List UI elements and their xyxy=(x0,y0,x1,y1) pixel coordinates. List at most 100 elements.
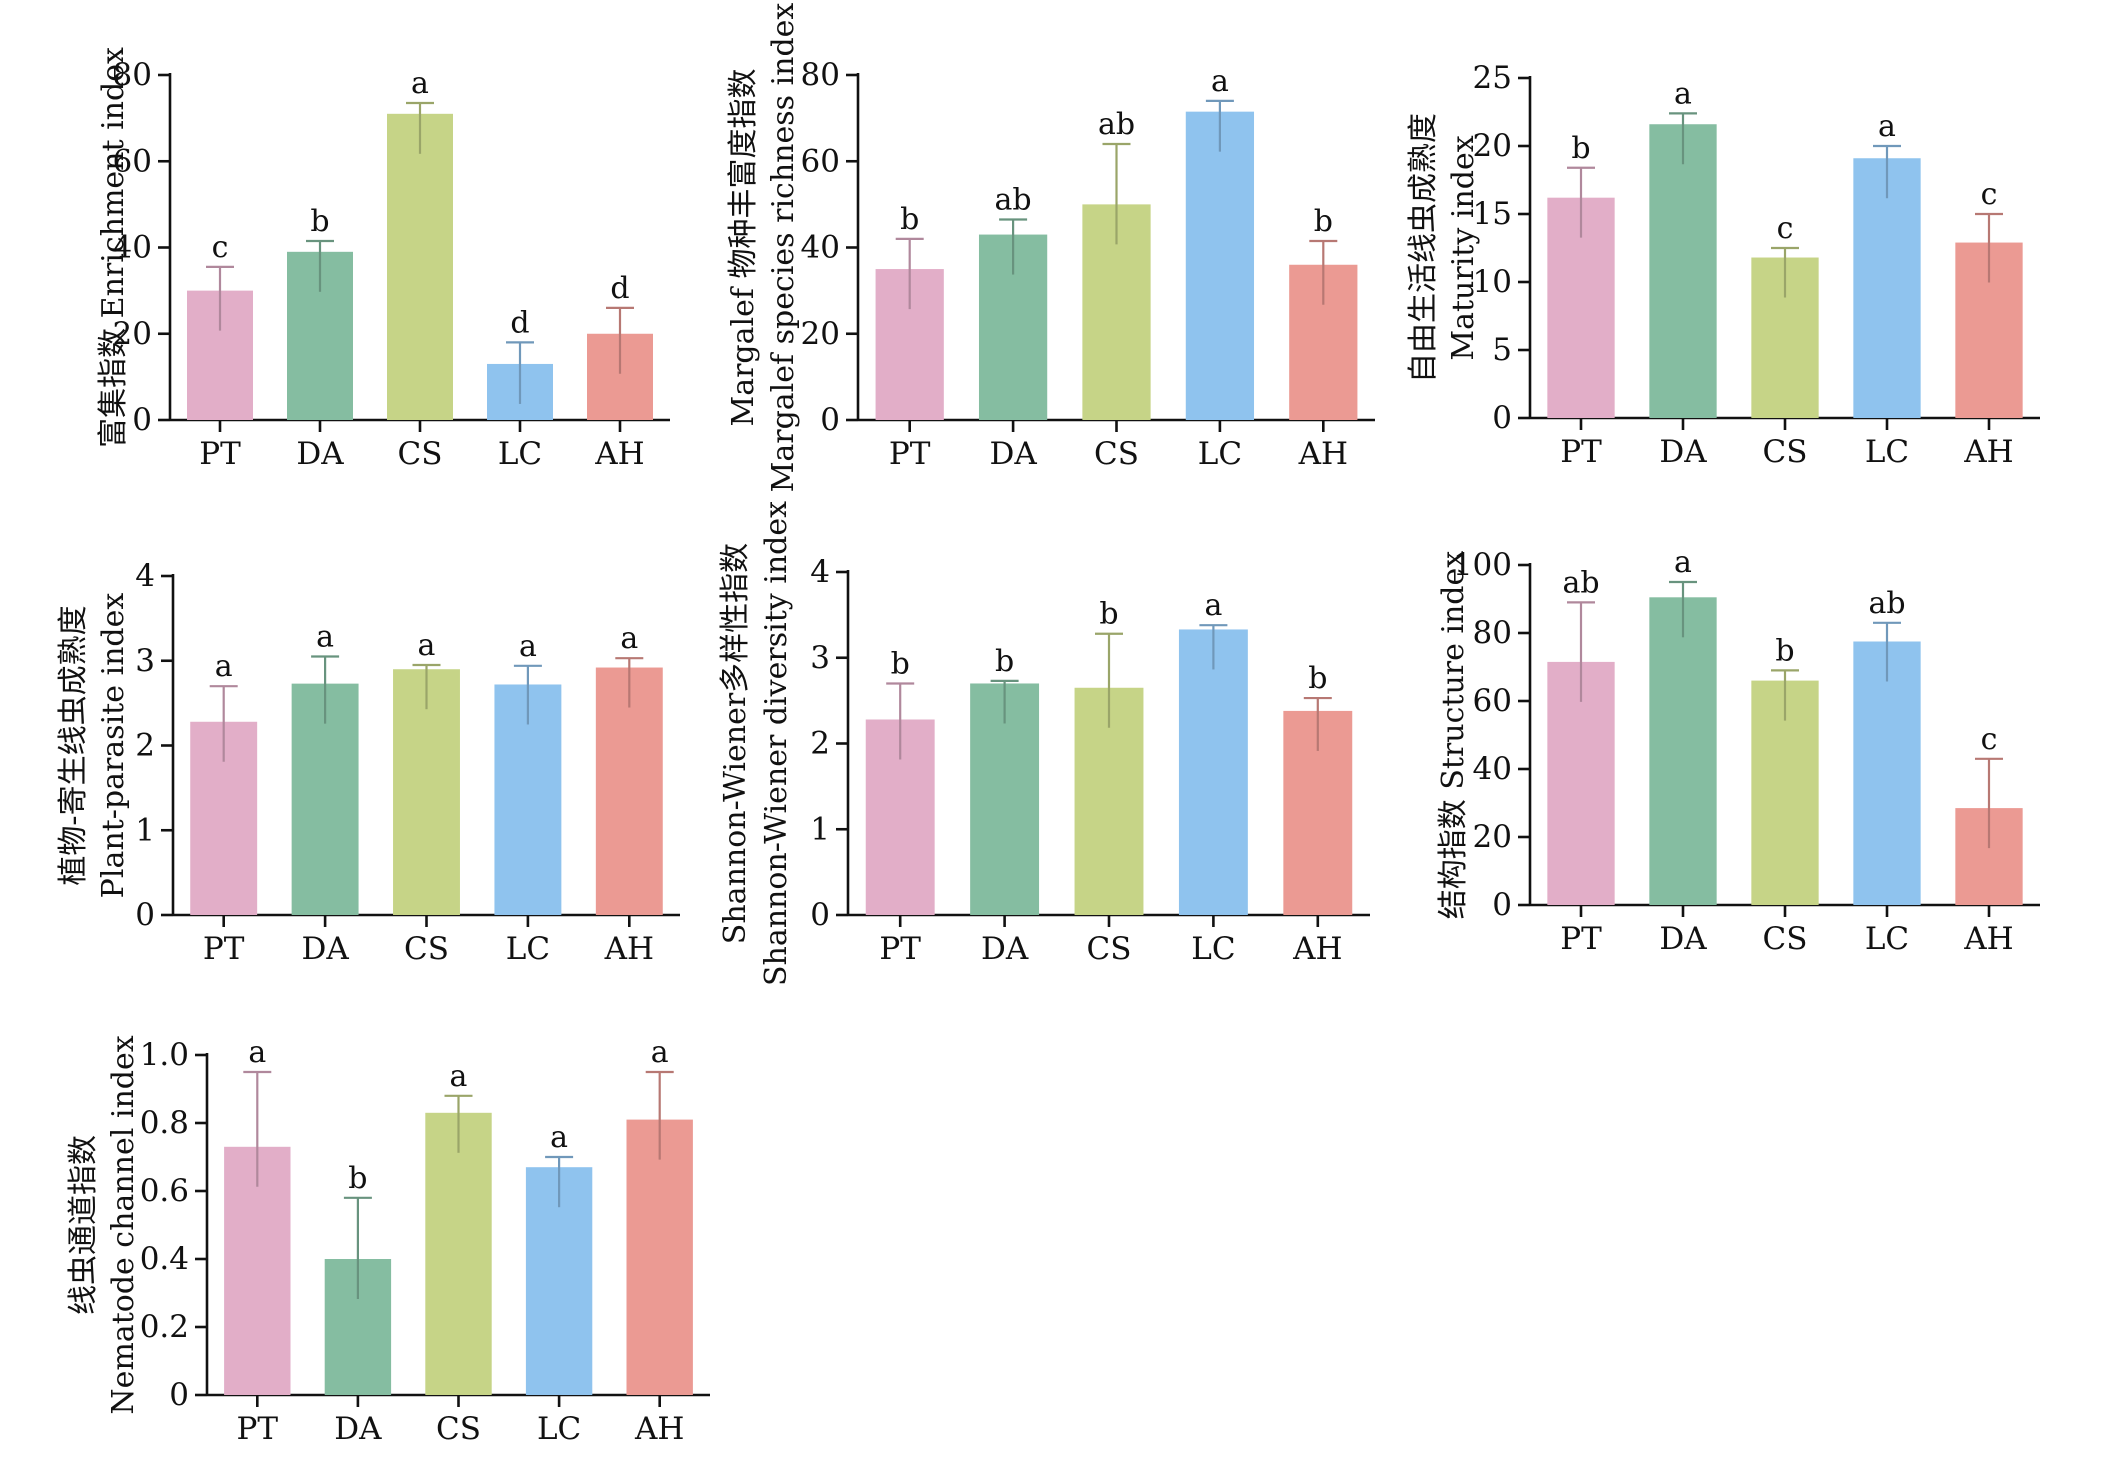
x-tick-label: AH xyxy=(1963,921,2013,957)
x-tick-label: PT xyxy=(889,436,931,472)
significance-label: a xyxy=(550,1120,568,1155)
y-tick-label: 1 xyxy=(135,812,155,848)
significance-label: d xyxy=(510,305,529,340)
significance-label: a xyxy=(248,1035,266,1070)
y-axis-title: 线虫通道指数 xyxy=(66,1135,101,1315)
y-tick-label: 25 xyxy=(1473,60,1512,96)
x-tick-label: DA xyxy=(981,931,1029,967)
y-axis-title: 植物-寄生线虫成熟度 xyxy=(56,605,91,885)
bar-lc xyxy=(1853,158,1921,419)
bar-ah xyxy=(595,667,663,915)
significance-label: a xyxy=(316,620,334,655)
y-tick-label: 80 xyxy=(1473,615,1512,651)
chart-panel-5: Shannon-Wiener多样性指数 Shannon-Wiener divers… xyxy=(718,501,1370,986)
significance-label: b xyxy=(900,202,919,237)
significance-label: a xyxy=(651,1035,669,1070)
bar-cs xyxy=(393,669,460,915)
x-tick-label: LC xyxy=(1865,434,1909,470)
x-tick-label: LC xyxy=(506,931,550,967)
y-tick-label: 20 xyxy=(113,316,152,352)
chart-panel-7: 线虫通道指数 Nematode channel index 0 0.2 0.4 0.6 0.… xyxy=(66,1035,710,1447)
x-tick-label: PT xyxy=(1560,921,1602,957)
x-tick-label: DA xyxy=(301,931,349,967)
bar-ah xyxy=(626,1119,693,1395)
x-tick-label: DA xyxy=(334,1411,382,1447)
y-tick-label: 1 xyxy=(810,811,830,847)
x-tick-label: CS xyxy=(1087,931,1132,967)
y-tick-label: 0 xyxy=(820,402,840,438)
y-axis-title: 自由生活线虫成熟度 xyxy=(1406,113,1441,383)
y-tick-label: 0 xyxy=(135,897,155,933)
significance-label: a xyxy=(215,649,233,684)
y-tick-label: 4 xyxy=(135,558,155,594)
y-tick-label: 20 xyxy=(1473,819,1512,855)
x-tick-label: LC xyxy=(1198,436,1242,472)
y-tick-label: 0.6 xyxy=(140,1173,189,1209)
x-tick-label: AH xyxy=(1963,434,2013,470)
y-tick-label: 5 xyxy=(1492,332,1512,368)
significance-label: a xyxy=(1674,545,1692,580)
x-tick-label: CS xyxy=(404,931,449,967)
significance-label: c xyxy=(1981,177,1998,212)
chart-panel-3: 自由生活线虫成熟度 Maturity index 0 5 10 15 20 25 b PT a DA c… xyxy=(1406,60,2040,470)
y-tick-label: 0 xyxy=(810,897,830,933)
x-tick-label: LC xyxy=(1865,921,1909,957)
bar-lc xyxy=(1185,111,1255,420)
y-tick-label: 2 xyxy=(135,728,155,764)
significance-label: b xyxy=(1775,633,1794,668)
y-tick-label: 80 xyxy=(113,57,152,93)
y-tick-label: 0 xyxy=(1492,887,1512,923)
significance-label: b xyxy=(995,644,1014,679)
x-tick-label: PT xyxy=(879,931,921,967)
significance-label: b xyxy=(1571,131,1590,166)
x-tick-label: DA xyxy=(1659,921,1707,957)
y-tick-label: 4 xyxy=(810,554,830,590)
significance-label: a xyxy=(1878,109,1896,144)
y-tick-label: 60 xyxy=(801,143,840,179)
significance-label: ab xyxy=(1562,565,1599,600)
y-tick-label: 40 xyxy=(113,230,152,266)
y-tick-label: 100 xyxy=(1453,547,1512,583)
bar-lc xyxy=(1853,641,1921,905)
x-tick-label: PT xyxy=(1560,434,1602,470)
y-tick-label: 10 xyxy=(1473,264,1512,300)
y-axis-title: Nematode channel index xyxy=(106,1035,141,1414)
x-tick-label: AH xyxy=(1298,436,1348,472)
significance-label: b xyxy=(310,204,329,239)
y-axis-title: Shannon-Wiener多样性指数 xyxy=(718,543,753,944)
y-axis-title: Shannon-Wiener diversity index xyxy=(759,501,794,986)
x-tick-label: AH xyxy=(594,436,644,472)
significance-label: ab xyxy=(1098,107,1135,142)
y-tick-label: 0 xyxy=(1492,400,1512,436)
y-tick-label: 0 xyxy=(132,402,152,438)
bar-cs xyxy=(425,1112,492,1395)
y-tick-label: 15 xyxy=(1473,196,1512,232)
bar-lc xyxy=(1178,629,1248,915)
bar-pt xyxy=(224,1146,291,1395)
significance-label: b xyxy=(348,1161,367,1196)
significance-label: a xyxy=(620,621,638,656)
y-tick-label: 80 xyxy=(801,57,840,93)
significance-label: b xyxy=(1099,597,1118,632)
y-axis-title: Margalef 物种丰富度指数 xyxy=(726,68,761,426)
x-tick-label: AH xyxy=(1292,931,1342,967)
bar-da xyxy=(1649,124,1717,419)
y-tick-label: 40 xyxy=(1473,751,1512,787)
significance-label: c xyxy=(1777,211,1794,246)
significance-label: d xyxy=(610,271,629,306)
y-tick-label: 60 xyxy=(113,143,152,179)
y-axis-title: 富集指数 Enrichment index xyxy=(96,47,131,448)
y-tick-label: 3 xyxy=(135,643,155,679)
y-axis-title: Plant-parasite index xyxy=(96,593,131,899)
bar-pt xyxy=(1547,661,1615,905)
x-tick-label: PT xyxy=(237,1411,279,1447)
x-tick-label: DA xyxy=(989,436,1037,472)
chart-panel-2: Margalef 物种丰富度指数 Margalef species richnes… xyxy=(726,3,1375,492)
significance-label: ab xyxy=(995,182,1032,217)
x-tick-label: PT xyxy=(203,931,245,967)
x-tick-label: CS xyxy=(1094,436,1139,472)
x-tick-label: PT xyxy=(199,436,241,472)
x-tick-label: AH xyxy=(634,1411,684,1447)
bar-da xyxy=(1649,597,1717,905)
